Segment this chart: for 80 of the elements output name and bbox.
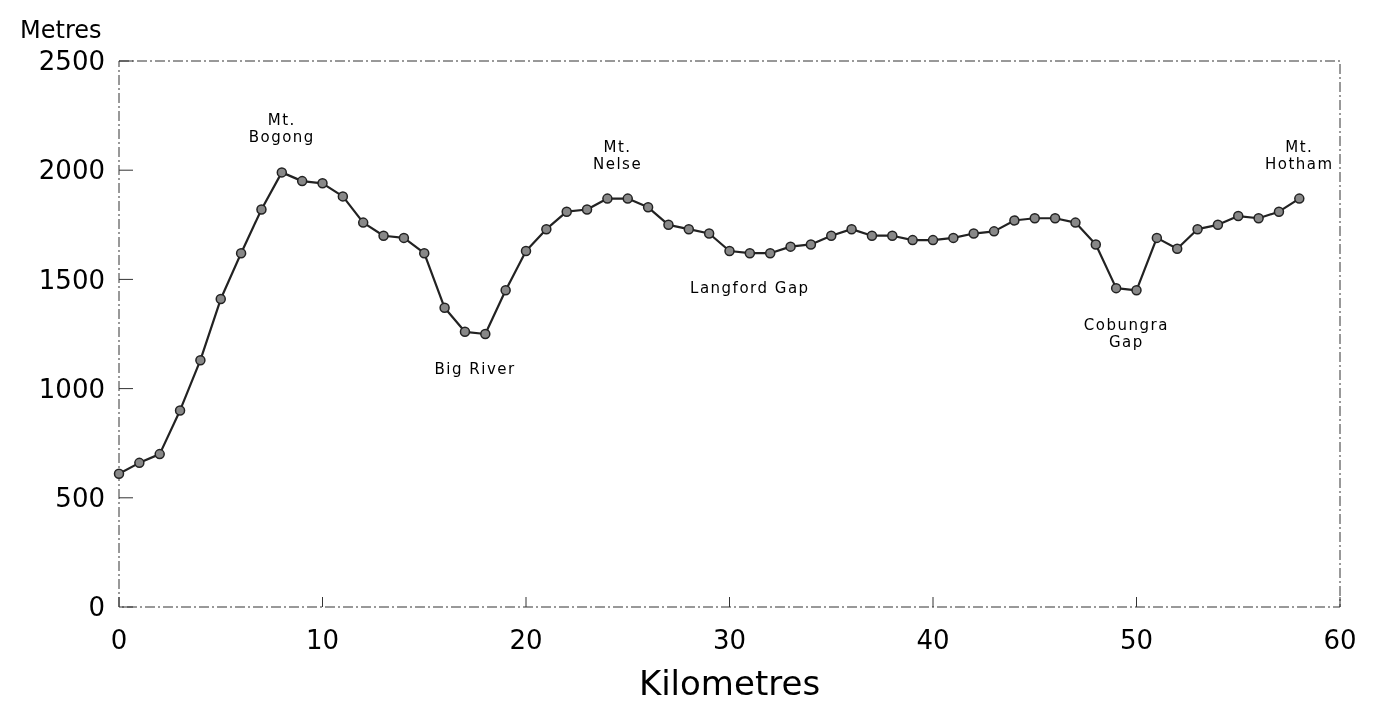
point (1294, 193, 1305, 204)
point (1131, 285, 1142, 296)
point (317, 178, 328, 189)
point (907, 234, 918, 246)
point (1273, 206, 1285, 217)
point (357, 217, 369, 228)
point (927, 234, 939, 246)
annotation: Cobungra Gap (1083, 316, 1169, 352)
y-tick-label: 0 (88, 592, 105, 623)
y-axis-title: Metres (20, 16, 102, 44)
point (1192, 223, 1203, 235)
point (459, 326, 471, 338)
y-tick-label: 1000 (38, 373, 105, 404)
point (561, 206, 572, 217)
point (622, 193, 633, 204)
point (1171, 243, 1183, 255)
point (520, 245, 532, 257)
y-tick-label: 2500 (38, 46, 105, 77)
point (1253, 213, 1264, 224)
point (134, 457, 145, 469)
point (826, 230, 837, 241)
point (642, 202, 654, 213)
annotation: Big River (434, 360, 516, 378)
x-axis-title: Kilometres (638, 663, 821, 703)
point (805, 239, 817, 250)
point (398, 232, 410, 244)
point (581, 204, 593, 215)
point (968, 228, 979, 239)
point (1029, 213, 1040, 224)
point (195, 354, 206, 366)
x-tick-label: 60 (1323, 625, 1357, 655)
point (154, 448, 165, 460)
point (1009, 215, 1020, 226)
annotation: Langford Gap (690, 279, 810, 298)
point (1151, 232, 1163, 244)
y-tick-label: 500 (55, 482, 105, 513)
annotation: Mt. Nelse (592, 137, 643, 173)
point (887, 230, 898, 241)
point (480, 328, 491, 340)
x-tick-label: 20 (509, 625, 543, 655)
point (846, 223, 857, 235)
point (724, 245, 735, 257)
point (744, 247, 756, 259)
point (1090, 239, 1102, 250)
point (276, 167, 288, 178)
point (296, 175, 308, 187)
point (866, 230, 878, 241)
point (541, 223, 552, 235)
point (703, 228, 715, 239)
point (500, 285, 511, 296)
point (337, 191, 349, 202)
point (1212, 219, 1224, 231)
point (785, 241, 796, 252)
point (215, 293, 226, 305)
x-tick-label: 0 (110, 625, 128, 655)
x-tick-label: 30 (712, 625, 747, 655)
point (663, 219, 674, 231)
x-tick-label: 10 (305, 625, 340, 655)
x-tick-label: 40 (916, 625, 950, 655)
point (948, 232, 959, 244)
point (988, 226, 1000, 237)
point (1110, 282, 1122, 294)
point (113, 468, 125, 480)
point (174, 405, 186, 416)
point (1049, 213, 1061, 224)
point (256, 204, 267, 215)
point (419, 247, 430, 259)
y-tick-label: 2000 (38, 155, 105, 186)
y-tick-label: 1500 (38, 264, 105, 295)
point (683, 223, 695, 235)
x-tick-label: 50 (1119, 625, 1154, 655)
point (235, 247, 247, 259)
point (1070, 217, 1081, 228)
annotation: Mt. Hotham (1264, 137, 1334, 173)
point (378, 230, 389, 241)
point (602, 193, 613, 204)
point (1233, 210, 1244, 222)
point (439, 302, 450, 314)
annotation: Mt. Bogong (248, 111, 315, 147)
point (764, 247, 776, 259)
